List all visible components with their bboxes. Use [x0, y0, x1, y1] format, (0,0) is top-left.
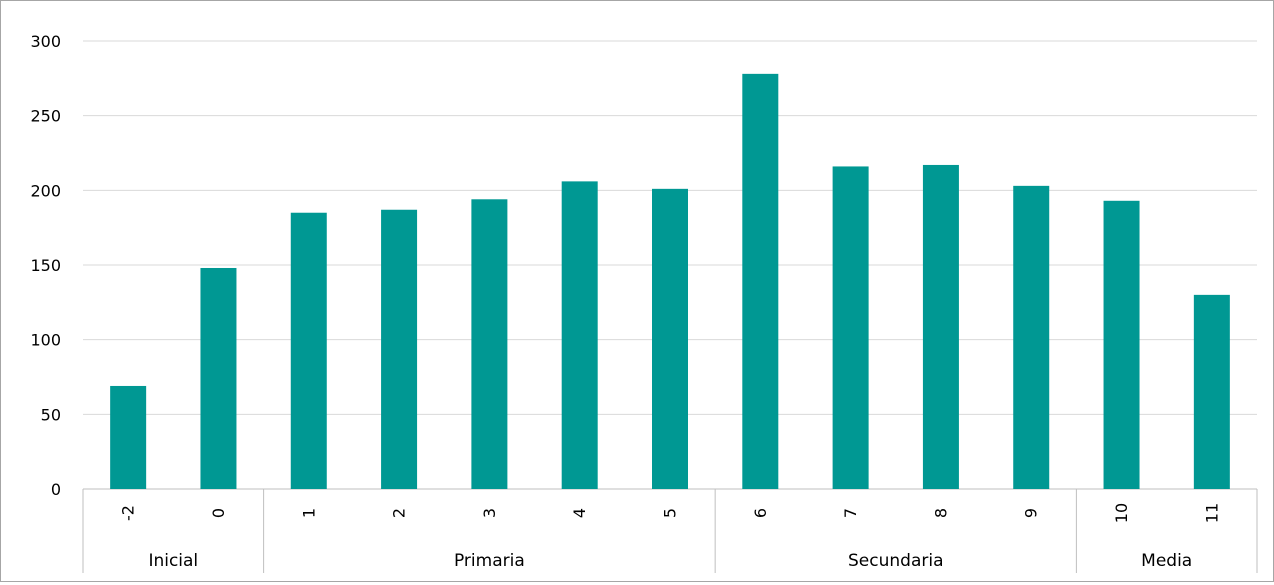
bar [290, 212, 327, 489]
x-tick-label: 0 [209, 508, 228, 518]
bar [832, 166, 869, 489]
bar [471, 199, 508, 489]
x-tick-label: 3 [480, 508, 499, 518]
x-tick-label: 10 [1112, 503, 1131, 523]
x-tick-label: 7 [841, 508, 860, 518]
x-tick-label: 1 [299, 508, 318, 518]
group-label: Inicial [148, 551, 198, 571]
y-tick-label: 100 [30, 331, 61, 350]
x-tick-label: -2 [119, 505, 138, 521]
bar [652, 188, 688, 489]
y-tick-label: 0 [51, 480, 61, 499]
group-label: Secundaria [848, 551, 943, 571]
bar [1103, 200, 1140, 489]
bar [561, 181, 598, 489]
x-tick-label: 4 [570, 508, 589, 518]
y-tick-label: 200 [30, 181, 61, 200]
bar [200, 267, 237, 489]
x-tick-label: 2 [390, 508, 409, 518]
group-label: Primaria [454, 551, 525, 571]
x-tick-label: 8 [931, 508, 950, 518]
y-tick-label: 150 [30, 256, 61, 275]
y-tick-label: 250 [30, 107, 61, 126]
x-tick-label: 6 [751, 508, 770, 518]
bar [1013, 185, 1050, 489]
bar [381, 209, 418, 489]
y-tick-label: 300 [30, 32, 61, 51]
bar [742, 73, 779, 489]
x-tick-label: 5 [661, 508, 680, 518]
bar [1193, 294, 1230, 489]
x-tick-label: 9 [1022, 508, 1041, 518]
group-label: Media [1141, 551, 1192, 571]
x-tick-label: 11 [1202, 503, 1221, 523]
bar [110, 385, 147, 489]
bar [922, 164, 959, 490]
y-tick-label: 50 [41, 405, 61, 424]
